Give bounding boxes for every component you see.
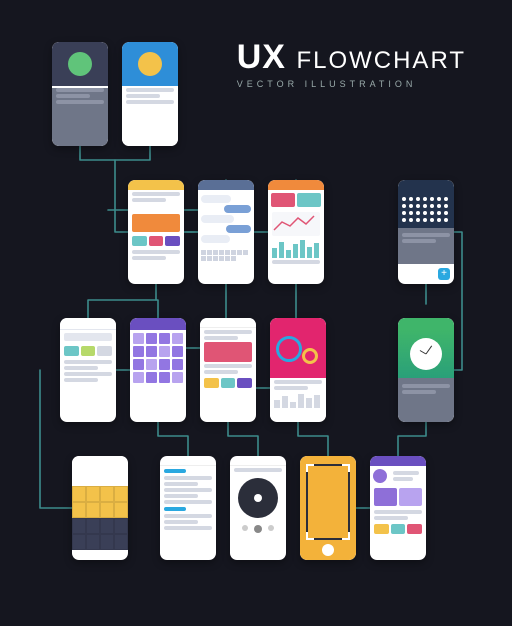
phone-screen-gallery (130, 318, 186, 422)
phone-dashboard: Dashboard (268, 180, 324, 284)
phone-social: Social (370, 456, 426, 560)
phone-screen-dashboard (268, 180, 324, 284)
phone-screen-calendar: + (398, 180, 454, 284)
phone-player: Player (230, 456, 286, 560)
phone-browser: Browser (60, 318, 116, 422)
phone-notes: Notes (160, 456, 216, 560)
phone-calculator: Calculator (72, 456, 128, 560)
phone-gallery: Gallery (130, 318, 186, 422)
phone-login: Log In (52, 42, 108, 146)
phone-camera: Camera (300, 456, 356, 560)
title-block: UX flowchart Vector Illustration (237, 38, 466, 89)
title-ux: UX (237, 38, 286, 77)
phone-screen-browser (60, 318, 116, 422)
phone-screen-social (370, 456, 426, 560)
phone-screen-login (52, 42, 108, 146)
phone-screen-feed (128, 180, 184, 284)
phone-feed2: Feed (200, 318, 256, 422)
title-flowchart: flowchart (296, 47, 466, 75)
phone-feed: Feed (128, 180, 184, 284)
phone-screen-signup (122, 42, 178, 146)
phone-signup: Sign Up (122, 42, 178, 146)
phone-screen-notes (160, 456, 216, 560)
phone-screen-camera (300, 456, 356, 560)
phone-sport: Sport (270, 318, 326, 422)
subtitle: Vector Illustration (237, 79, 466, 89)
phone-screen-calculator (72, 456, 128, 560)
phone-screen-alarm (398, 318, 454, 422)
phone-alarm: Alarm (398, 318, 454, 422)
phone-calendar: Calendar + (398, 180, 454, 284)
phone-screen-feed2 (200, 318, 256, 422)
phone-screen-player (230, 456, 286, 560)
phone-screen-messenger (198, 180, 254, 284)
phone-screen-sport (270, 318, 326, 422)
phone-messenger: Messenger (198, 180, 254, 284)
